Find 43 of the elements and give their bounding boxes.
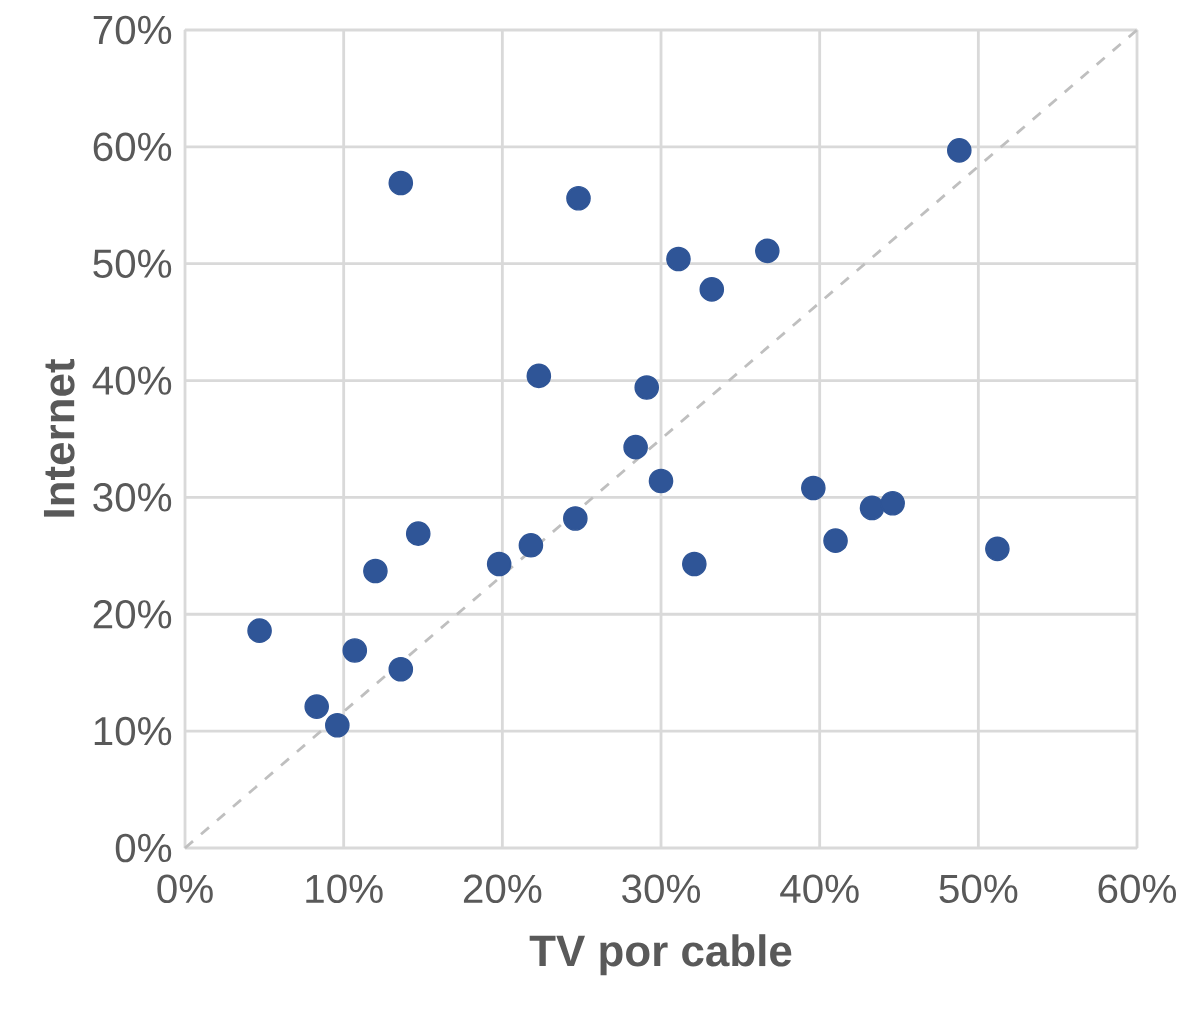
point <box>563 506 588 531</box>
y-tick-label: 60% <box>93 132 172 162</box>
point <box>247 618 272 643</box>
point <box>682 551 707 577</box>
point <box>859 495 885 521</box>
point <box>526 363 552 389</box>
x-axis-title: TV por cable <box>529 934 792 976</box>
point <box>486 551 512 577</box>
point <box>518 533 544 558</box>
point <box>304 694 329 719</box>
y-axis-title: Internet <box>43 358 75 517</box>
point <box>388 170 414 196</box>
point <box>388 656 414 682</box>
y-tick-label: 20% <box>93 599 172 629</box>
point <box>946 138 972 163</box>
x-tick-label: 40% <box>780 874 859 904</box>
point <box>325 712 350 738</box>
point <box>623 434 648 460</box>
x-tick-label: 0% <box>157 874 213 904</box>
y-tick-label: 70% <box>93 15 172 45</box>
x-tick-label: 30% <box>622 874 701 904</box>
point <box>634 375 660 400</box>
point <box>985 536 1010 562</box>
y-tick-label: 30% <box>93 483 172 512</box>
y-tick-label: 40% <box>92 366 172 395</box>
point <box>880 490 905 516</box>
y-tick-label: 50% <box>93 249 172 278</box>
point <box>405 521 431 546</box>
x-tick-label: 50% <box>939 874 1018 904</box>
point <box>648 468 674 494</box>
x-tick-label: 60% <box>1098 874 1177 904</box>
point <box>801 475 826 501</box>
point <box>823 528 848 553</box>
point <box>699 277 725 302</box>
point <box>363 558 388 584</box>
point <box>566 185 591 211</box>
x-tick-label: 20% <box>463 874 542 904</box>
x-tick-label: 10% <box>306 874 383 904</box>
point <box>666 246 691 272</box>
point <box>342 638 368 663</box>
y-tick-label: 10% <box>94 716 172 746</box>
point <box>755 238 780 264</box>
y-tick-label: 0% <box>115 833 172 863</box>
